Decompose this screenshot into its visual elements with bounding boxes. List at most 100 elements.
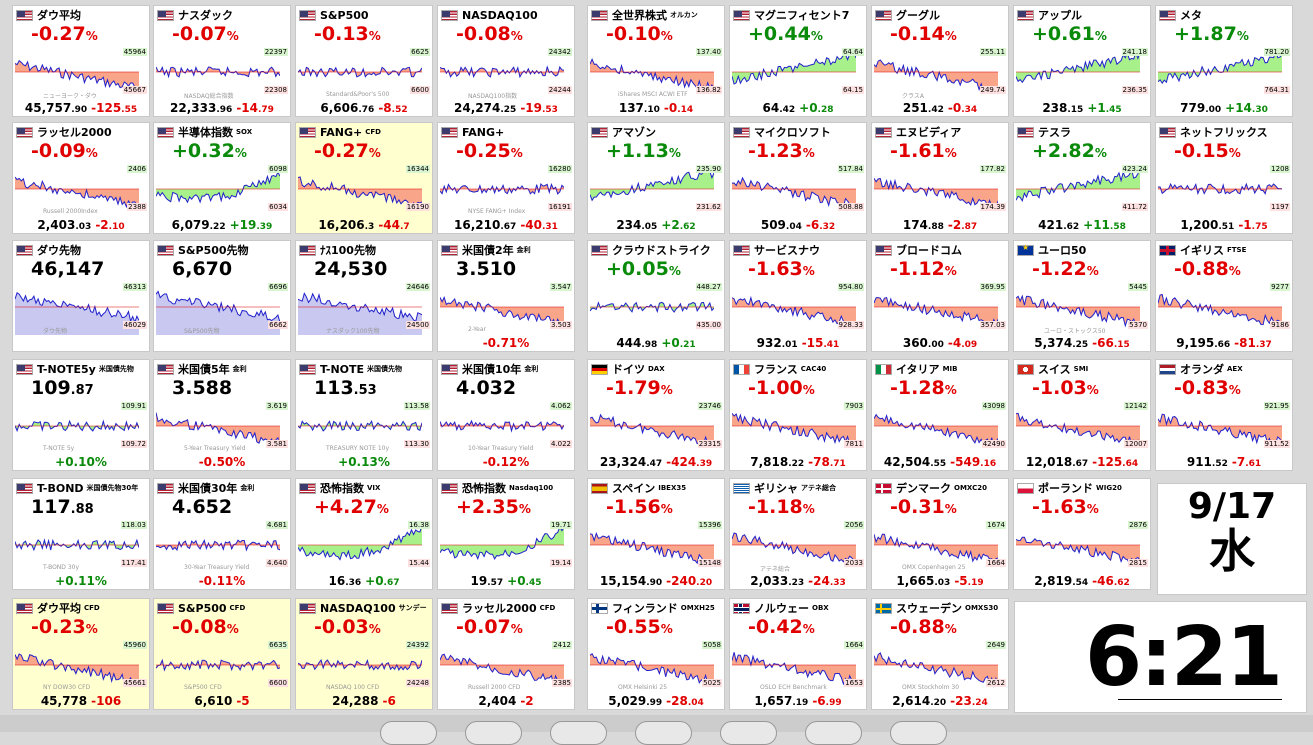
range-high: 6635 bbox=[268, 641, 288, 649]
page-tab-5[interactable] bbox=[720, 721, 777, 745]
range-high: 23746 bbox=[697, 402, 722, 410]
flag-icon bbox=[441, 9, 458, 21]
market-tile[interactable]: ラッセル2000 -0.09% 2406 2388 Russell 2000Index 2… bbox=[12, 122, 150, 234]
market-tile[interactable]: 恐怖指数 Nasdaq100 +2.35% 19.71 19.14 19.57 +0.45 bbox=[437, 478, 575, 590]
market-tile[interactable]: ラッセル2000 CFD -0.07% 2412 2385 Russell 2000 CF… bbox=[437, 598, 575, 710]
sparkline-line bbox=[1158, 293, 1282, 326]
change-percent-value: -0.31 bbox=[890, 496, 945, 518]
tile-bottom: 5,374.25 -66.15 bbox=[1014, 336, 1150, 350]
sparkline-line bbox=[1016, 536, 1140, 565]
market-tile[interactable]: ポーランド WIG20 -1.63% 2876 2815 2,819.54 -46.62 bbox=[1013, 478, 1151, 590]
market-tile[interactable]: クラウドストライク +0.05% 448.27 435.00 444.98 +0.21 bbox=[587, 240, 725, 352]
sparkline-chart bbox=[732, 50, 856, 85]
change-abs-decimals: .41 bbox=[823, 340, 840, 350]
market-tile[interactable]: NASDAQ100 -0.08% 24342 24244 NASDAQ100指数 24,2… bbox=[437, 5, 575, 117]
market-tile[interactable]: NASDAQ100 サンデー -0.03% 24392 24248 NASDAQ 100 … bbox=[295, 598, 433, 710]
market-tile[interactable]: デンマーク OMXC20 -0.31% 1674 1664 OMX Copenhagen … bbox=[871, 478, 1009, 590]
market-tile[interactable]: S&P500 CFD -0.08% 6635 6600 S&P500 CFD 6,610 -5 bbox=[153, 598, 291, 710]
range-high: 2649 bbox=[986, 641, 1006, 649]
market-tile[interactable]: ノルウェー OBX -0.42% 1664 1653 OSLO ECH Benchmark… bbox=[729, 598, 867, 710]
market-tile[interactable]: 米国債2年 金利 3.510 3.547 3.503 2-Year -0.71% bbox=[437, 240, 575, 352]
market-tile[interactable]: ドイツ DAX -1.79% 23746 23315 23,324.47 -424.39 bbox=[587, 359, 725, 471]
range-low: 928.33 bbox=[837, 321, 864, 329]
market-tile[interactable]: オランダ AEX -0.83% 921.95 911.52 911.52 -7.61 bbox=[1155, 359, 1293, 471]
market-tile[interactable]: ユーロ50-1.22% 5445 5370 ユーロ・ストックス505,374.25-6… bbox=[1013, 240, 1151, 352]
tile-bottom: 174.88 -2.87 bbox=[872, 218, 1008, 232]
market-tile[interactable]: アマゾン +1.13% 235.90 231.62 234.05 +2.62 bbox=[587, 122, 725, 234]
page-tab-1[interactable] bbox=[380, 721, 437, 745]
price-value: 24,530 bbox=[314, 258, 388, 280]
market-tile[interactable]: マグニフィセント7 +0.44% 64.64 64.15 64.42 +0.28 bbox=[729, 5, 867, 117]
instrument-name: FANG+ bbox=[320, 125, 363, 139]
market-tile[interactable]: ブロードコム -1.12% 369.95 357.03 360.00 -4.09 bbox=[871, 240, 1009, 352]
market-tile[interactable]: スウェーデン OMXS30 -0.88% 2649 2612 OMX Stockholm … bbox=[871, 598, 1009, 710]
change-abs: -2.87 bbox=[948, 218, 977, 232]
market-tile[interactable]: ダウ先物 46,147 46313 46029 ダウ先物 bbox=[12, 240, 150, 352]
market-tile[interactable]: 恐怖指数 VIX +4.27% 16.38 15.44 16.36 +0.67 bbox=[295, 478, 433, 590]
price-decimals: .36 bbox=[345, 578, 362, 588]
range-high: 1208 bbox=[1270, 165, 1290, 173]
percent-sign: % bbox=[944, 383, 957, 397]
market-tile[interactable]: T-NOTE5y 米国債先物 109.87 109.91 109.72 T-NOTE 5y… bbox=[12, 359, 150, 471]
range-low: 174.39 bbox=[979, 203, 1006, 211]
price-decimals: .3 bbox=[364, 222, 375, 232]
market-tile[interactable]: アップル +0.61% 241.18 236.35 238.15 +1.45 bbox=[1013, 5, 1151, 117]
market-tile[interactable]: スペイン IBEX35 -1.56% 15396 15148 15,154.90 -240.… bbox=[587, 478, 725, 590]
page-tab-3[interactable] bbox=[550, 721, 607, 745]
market-tile[interactable]: イタリア MIB -1.28% 43098 42490 42,504.55 -549.16 bbox=[871, 359, 1009, 471]
page-tab-4[interactable] bbox=[635, 721, 692, 745]
market-tile[interactable]: スイス SMI -1.03% 12142 12007 12,018.67 -125.64 bbox=[1013, 359, 1151, 471]
market-tile[interactable]: 全世界株式 オルカン -0.10% 137.40 136.82 iShares MSCI … bbox=[587, 5, 725, 117]
market-tile[interactable]: 半導体指数 SOX +0.32% 6098 6034 6,079.22 +19.39 bbox=[153, 122, 291, 234]
instrument-name: FANG+ bbox=[462, 125, 505, 139]
market-tile[interactable]: ギリシャ アテネ総合 -1.18% 2056 2033 アテネ総合 2,033.23 -24.… bbox=[729, 478, 867, 590]
market-tile[interactable]: グーグル -0.14% 255.11 249.74 クラスA 251.42 -0.34 bbox=[871, 5, 1009, 117]
price-decimals: .03 bbox=[75, 222, 92, 232]
change-abs: -424.39 bbox=[666, 455, 712, 469]
market-tile[interactable]: 米国債10年 金利 4.032 4.062 4.022 10-Year Treasury … bbox=[437, 359, 575, 471]
flag-icon bbox=[875, 9, 892, 21]
range-high: 64.64 bbox=[841, 48, 864, 56]
change-abs-value: -4 bbox=[947, 336, 962, 350]
market-tile[interactable]: 米国債5年 金利 3.588 3.619 3.581 5-Year Treasury Yi… bbox=[153, 359, 291, 471]
price-decimals: .22 bbox=[788, 459, 805, 469]
price-value: 9,195 bbox=[1176, 336, 1215, 350]
sparkline-line bbox=[15, 59, 139, 91]
market-tile[interactable]: サービスナウ -1.63% 954.80 928.33 932.01 -15.41 bbox=[729, 240, 867, 352]
page-tab-2[interactable] bbox=[465, 721, 522, 745]
sparkline-line bbox=[440, 296, 564, 330]
market-tile[interactable]: ナスダック -0.07% 22397 22308 NASDAQ総合指数 22,333.96… bbox=[153, 5, 291, 117]
market-tile[interactable]: イギリス FTSE -0.88% 9277 9186 9,195.66 -81.37 bbox=[1155, 240, 1293, 352]
market-tile[interactable]: T-BOND 米国債先物30年 117.88 118.03 117.41 T-BOND 3… bbox=[12, 478, 150, 590]
page-tab-6[interactable] bbox=[805, 721, 862, 745]
tile-bottom: 5,029.99 -28.04 bbox=[588, 694, 724, 708]
page-tab-7[interactable] bbox=[890, 721, 947, 745]
market-tile[interactable]: テスラ +2.82% 423.24 411.72 421.62 +11.58 bbox=[1013, 122, 1151, 234]
tile-bottom: -0.11% bbox=[154, 574, 290, 588]
sparkline-line bbox=[590, 413, 714, 447]
market-tile[interactable]: S&P500 -0.13% 6625 6600 Standard&Poor's 500 6… bbox=[295, 5, 433, 117]
market-tile[interactable]: T-NOTE 米国債先物 113.53 113.58 113.30 TREASURY NO… bbox=[295, 359, 433, 471]
market-tile[interactable]: ダウ平均 CFD -0.23% 45960 45661 NY DOW30 CFD 45,77… bbox=[12, 598, 150, 710]
market-tile[interactable]: フランス CAC40 -1.00% 7903 7811 7,818.22 -78.71 bbox=[729, 359, 867, 471]
market-tile[interactable]: メタ +1.87% 781.20 764.31 779.00 +14.30 bbox=[1155, 5, 1293, 117]
percent-sign: % bbox=[944, 622, 957, 636]
chart-watermark: アテネ総合 bbox=[760, 566, 791, 573]
market-tile[interactable]: エヌビディア -1.61% 177.82 174.39 174.88 -2.87 bbox=[871, 122, 1009, 234]
market-tile[interactable]: ネットフリックス -0.15% 1208 1197 1,200.51 -1.75 bbox=[1155, 122, 1293, 234]
instrument-name: ポーランド bbox=[1038, 482, 1093, 495]
range-low: 2612 bbox=[986, 679, 1006, 687]
change-abs: -125.55 bbox=[91, 101, 137, 115]
tile-title: T-NOTE 米国債先物 bbox=[299, 362, 402, 376]
market-tile[interactable]: FANG+ -0.25% 16280 16191 NYSE FANG+ Index 16,… bbox=[437, 122, 575, 234]
market-tile[interactable]: フィンランド OMXH25 -0.55% 5058 5025 OMX Helsinki 2… bbox=[587, 598, 725, 710]
tile-title: エヌビディア bbox=[875, 125, 961, 139]
market-tile[interactable]: ﾅｽ100先物 24,530 24646 24500 ナスダック100先物 bbox=[295, 240, 433, 352]
market-tile[interactable]: マイクロソフト -1.23% 517.84 508.88 509.04 -6.32 bbox=[729, 122, 867, 234]
market-tile[interactable]: S&P500先物 6,670 6696 6662 S&P500先物 bbox=[153, 240, 291, 352]
market-tile[interactable]: FANG+ CFD -0.27% 16344 16190 16,206.3 -44.7 bbox=[295, 122, 433, 234]
market-tile[interactable]: ダウ平均 -0.27% 45964 45667 ニューヨーク・ダウ 45,757.90 -1… bbox=[12, 5, 150, 117]
market-tile[interactable]: 米国債30年 金利 4.652 4.681 4.640 30-Year Treasury … bbox=[153, 478, 291, 590]
price-decimals: .22 bbox=[209, 222, 226, 232]
sparkline-line bbox=[1016, 168, 1140, 203]
